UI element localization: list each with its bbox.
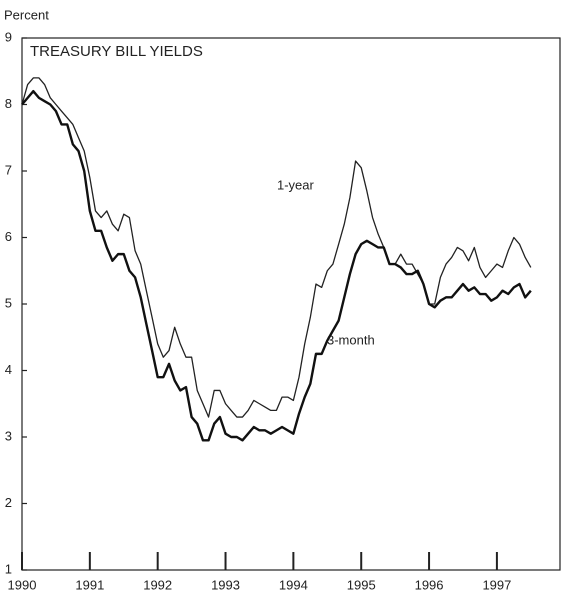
line-series	[21, 90, 532, 442]
x-tick-label: 1990	[8, 577, 37, 592]
x-tick-label: 1997	[482, 577, 511, 592]
y-tick-label: 7	[5, 162, 12, 177]
y-tick-label: 2	[5, 495, 12, 510]
line-series	[21, 77, 532, 418]
plot-frame	[21, 37, 561, 571]
y-tick-label: 8	[5, 96, 12, 111]
y-axis-label: Percent	[4, 7, 49, 22]
x-tick-label: 1992	[143, 577, 172, 592]
y-tick-label: 6	[5, 229, 12, 244]
y-tick-label: 9	[5, 29, 12, 44]
x-tick-label: 1995	[347, 577, 376, 592]
y-tick-label: 3	[5, 428, 12, 443]
x-tick-label: 1993	[211, 577, 240, 592]
x-tick-label: 1994	[279, 577, 308, 592]
x-tick-label: 1991	[75, 577, 104, 592]
annotation: 1-year	[277, 177, 315, 192]
x-tick-label: 1996	[415, 577, 444, 592]
y-tick-label: 4	[5, 362, 12, 377]
annotation: 3-month	[327, 332, 375, 347]
y-tick-label: 1	[5, 561, 12, 576]
chart-title: TREASURY BILL YIELDS	[30, 43, 203, 60]
y-tick-label: 5	[5, 295, 12, 310]
